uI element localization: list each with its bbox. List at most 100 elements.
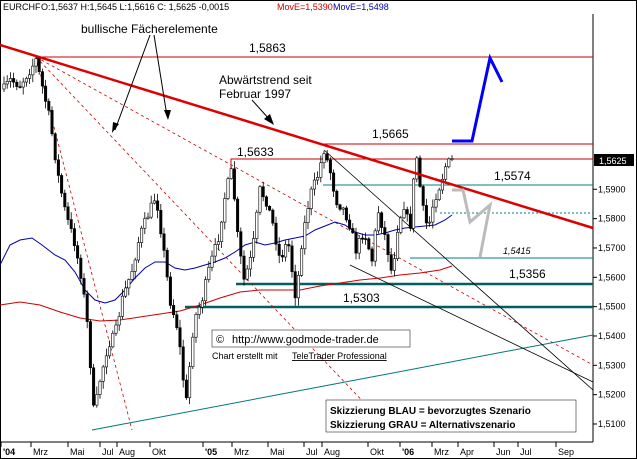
candle-body bbox=[236, 198, 240, 232]
preferred-scenario-path bbox=[452, 53, 504, 143]
time-tick-label: Okt bbox=[370, 447, 385, 457]
candle-body bbox=[12, 78, 16, 83]
time-tick-label: '06 bbox=[402, 447, 414, 457]
candle-body bbox=[76, 245, 80, 259]
time-tick-label: '05 bbox=[205, 447, 217, 457]
candle-body bbox=[415, 157, 419, 180]
candle-body bbox=[357, 237, 361, 254]
price-axis: 1,5100 1,5200 1,5300 1,5400 1,5500 1,5600 1,57… bbox=[593, 184, 626, 429]
candle-body bbox=[210, 255, 214, 268]
candle-body bbox=[418, 157, 422, 187]
candle-body bbox=[60, 175, 64, 194]
price-tick-label: 1,5400 bbox=[598, 331, 626, 341]
candle-body bbox=[344, 207, 348, 221]
fan-line-2 bbox=[35, 56, 391, 431]
candle-body bbox=[223, 198, 227, 223]
header-ma2: MovE=1,5498 bbox=[333, 2, 389, 12]
candle-body bbox=[293, 271, 297, 299]
channel-line-lower bbox=[349, 264, 594, 383]
candle-body bbox=[149, 202, 153, 218]
candle-body bbox=[396, 232, 400, 259]
candle-body bbox=[127, 279, 131, 289]
header-symbol: EURCHF bbox=[3, 2, 41, 12]
candle-body bbox=[389, 254, 393, 271]
candle-body bbox=[21, 81, 25, 88]
candle-body bbox=[172, 305, 176, 316]
downtrend-line bbox=[0, 43, 594, 230]
candle-body bbox=[271, 209, 275, 224]
candle-body bbox=[63, 192, 67, 208]
price-tick-label: 1,5200 bbox=[598, 390, 626, 400]
candle-body bbox=[309, 188, 313, 209]
candle-body bbox=[92, 367, 96, 406]
candle-body bbox=[255, 211, 259, 239]
candle-body bbox=[312, 179, 316, 190]
fan-arrow-1-head bbox=[112, 122, 119, 133]
candle-body bbox=[431, 206, 435, 223]
legend-blue: Skizzierung BLAU = bevorzugtes Szenario bbox=[330, 406, 531, 417]
candle-body bbox=[360, 237, 364, 240]
copyright-url[interactable]: http://www.godmode-trader.de bbox=[232, 334, 379, 346]
copyright-box bbox=[211, 329, 411, 348]
candle-body bbox=[82, 278, 86, 295]
candle-body bbox=[434, 199, 438, 208]
price-tick-label: 1,5900 bbox=[598, 184, 626, 194]
candle-body bbox=[412, 178, 416, 229]
candle-body bbox=[34, 58, 38, 67]
candle-body bbox=[124, 287, 128, 297]
candle-body bbox=[325, 153, 329, 161]
candle-body bbox=[85, 293, 89, 322]
candle-body bbox=[5, 81, 9, 85]
candle-body bbox=[335, 190, 339, 206]
credit-brand[interactable]: TeleTrader Professional bbox=[292, 351, 387, 361]
time-tick-label: Mrz bbox=[234, 447, 249, 457]
candle-body bbox=[428, 221, 432, 224]
candle-body bbox=[402, 209, 406, 219]
candle-body bbox=[386, 234, 390, 256]
candle-body bbox=[95, 394, 99, 406]
candle-body bbox=[232, 168, 236, 200]
level-label-1-5574: 1,5574 bbox=[494, 169, 531, 183]
candle-body bbox=[108, 346, 112, 357]
candle-body bbox=[47, 101, 51, 111]
candle-body bbox=[383, 227, 387, 235]
candle-body bbox=[370, 248, 374, 262]
credit-prefix: Chart erstellt mit bbox=[212, 351, 278, 361]
candle-body bbox=[162, 233, 166, 251]
level-label-1-5665: 1,5665 bbox=[372, 127, 409, 141]
candle-body bbox=[338, 204, 342, 210]
annotation-trend-line2: Februar 1997 bbox=[219, 87, 291, 101]
candle-body bbox=[264, 196, 268, 207]
candle-body bbox=[306, 208, 310, 223]
candle-body bbox=[28, 74, 32, 79]
candle-body bbox=[191, 336, 195, 368]
candle-body bbox=[146, 216, 150, 219]
candle-body bbox=[354, 232, 358, 254]
candle-body bbox=[290, 245, 294, 272]
channel-line-upper bbox=[323, 149, 594, 391]
time-tick-label: Mai bbox=[70, 447, 85, 457]
candle-body bbox=[175, 314, 179, 329]
candle-body bbox=[40, 71, 44, 87]
candle-body bbox=[136, 242, 140, 261]
candle-body bbox=[277, 243, 281, 256]
candle-body bbox=[296, 275, 300, 299]
price-tick-label: 1,5300 bbox=[598, 360, 626, 370]
candle-body bbox=[392, 258, 396, 271]
candle-body bbox=[252, 238, 256, 258]
price-tick-label: 1,5600 bbox=[598, 272, 626, 282]
candle-body bbox=[168, 276, 172, 306]
candle-body bbox=[130, 271, 134, 280]
candle-body bbox=[111, 332, 115, 348]
scenario-legend-box bbox=[325, 399, 577, 433]
price-tick-label: 1,5700 bbox=[598, 243, 626, 253]
header-ma1: MovE=1,5390 bbox=[277, 2, 333, 12]
candle-body bbox=[143, 218, 147, 229]
time-tick-label: '04 bbox=[3, 447, 15, 457]
candle-body bbox=[341, 207, 345, 210]
candle-body bbox=[319, 162, 323, 178]
copyright-symbol: © bbox=[216, 334, 224, 346]
candle-body bbox=[216, 241, 220, 245]
